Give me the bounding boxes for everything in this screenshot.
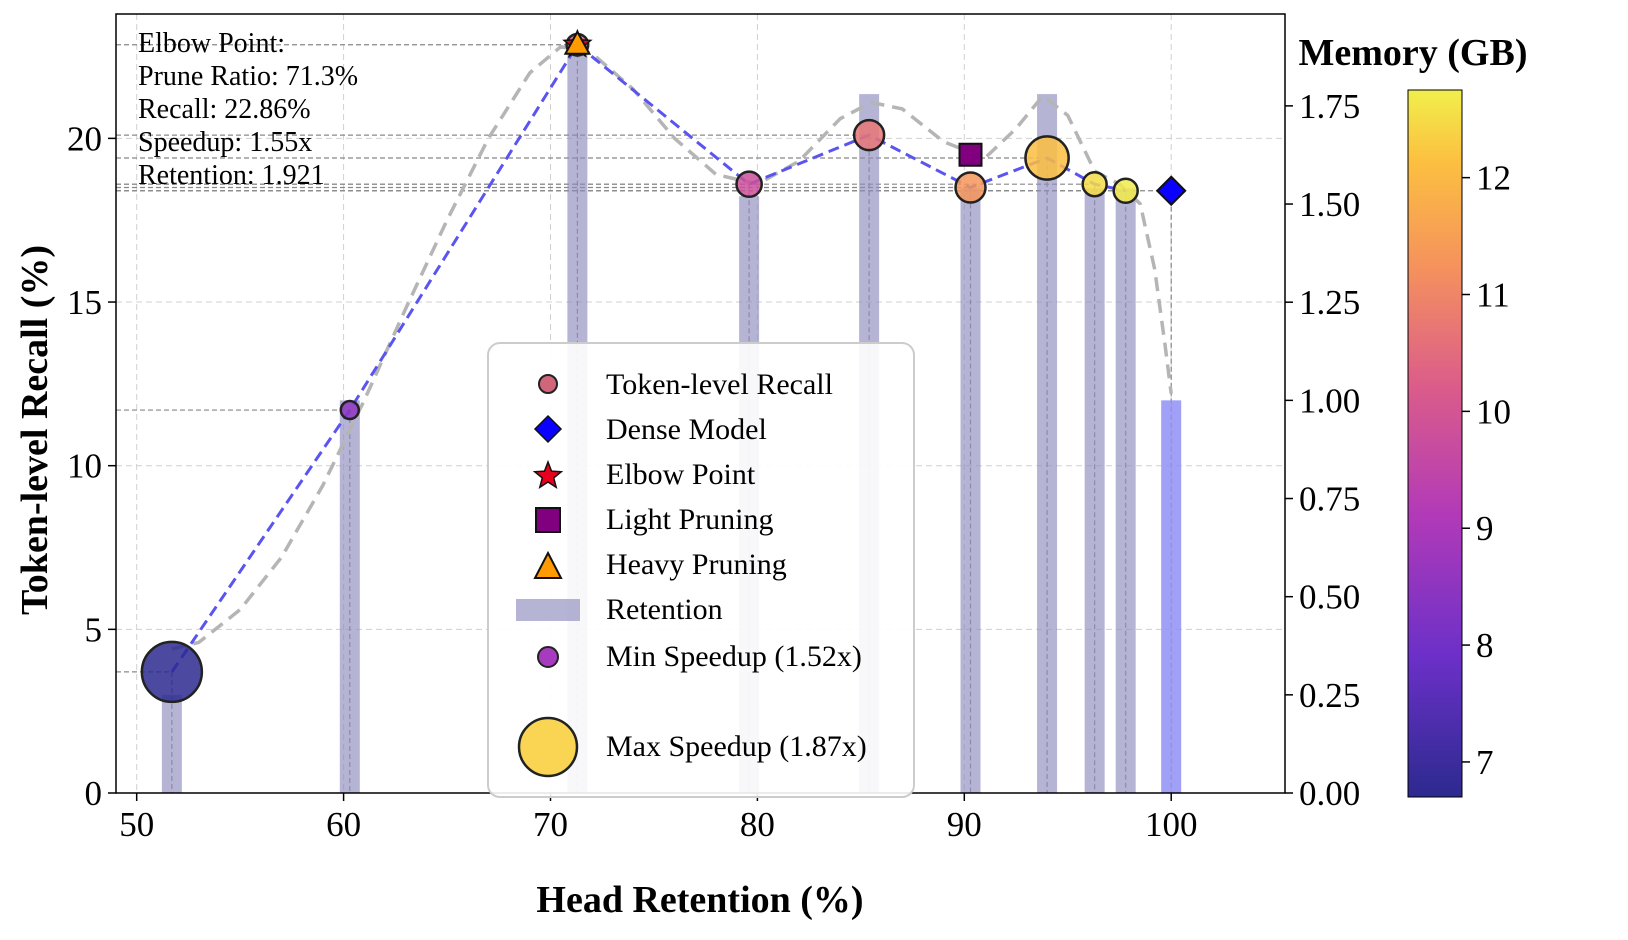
x-tick-label: 70	[533, 805, 568, 844]
colorbar-tick-label: 11	[1476, 276, 1510, 315]
y-ticks: 0 5 10 15 20	[67, 119, 116, 813]
legend-retention-symbol	[516, 599, 580, 621]
recall-point	[1081, 170, 1108, 198]
recall-point	[339, 399, 361, 421]
retention-bar	[1037, 94, 1058, 793]
colorbar-ticks: 7 8 9 10 11 12	[1462, 159, 1511, 782]
legend-label: Max Speedup (1.87x)	[606, 730, 867, 763]
legend-label: Heavy Pruning	[606, 548, 787, 581]
annotation-line: Recall: 22.86%	[138, 94, 311, 125]
x-tick-label: 90	[947, 805, 982, 844]
colorbar-gradient	[1407, 89, 1463, 798]
legend-heavy-symbol	[533, 550, 563, 579]
legend-light-symbol	[535, 507, 561, 533]
retention-bar	[960, 188, 981, 794]
legend-label: Elbow Point	[606, 458, 756, 491]
y-tick-label: 5	[85, 610, 103, 649]
legend-label: Light Pruning	[606, 503, 774, 536]
colorbar-tick-label: 10	[1476, 392, 1511, 431]
x-tick-label: 80	[740, 805, 775, 844]
y2-tick-label: 1.75	[1299, 87, 1360, 126]
colorbar-tick-label: 9	[1476, 509, 1494, 548]
colorbar-tick-label: 12	[1476, 159, 1511, 198]
recall-point	[1112, 177, 1139, 204]
legend-label: Retention	[606, 593, 723, 626]
retention-bar	[339, 400, 360, 793]
y2-tick-label: 1.00	[1299, 381, 1360, 420]
legend: Token-level Recall Dense Model Elbow Poi…	[487, 342, 915, 798]
elbow-annotation: Elbow Point: Prune Ratio: 71.3% Recall: …	[138, 28, 358, 191]
legend-symbols	[516, 374, 580, 778]
y2-tick-label: 0.25	[1299, 676, 1360, 715]
y2-tick-label: 1.50	[1299, 185, 1360, 224]
legend-box	[487, 342, 915, 798]
y2-tick-label: 0.00	[1299, 774, 1360, 813]
annotation-line: Speedup: 1.55x	[138, 127, 312, 158]
y2-tick-label: 1.25	[1299, 283, 1360, 322]
legend-label: Token-level Recall	[606, 368, 833, 401]
legend-max-speedup-symbol	[517, 716, 579, 778]
y2-ticks: 0.00 0.25 0.50 0.75 1.00 1.25 1.50 1.75	[1285, 87, 1360, 813]
legend-label: Min Speedup (1.52x)	[606, 640, 862, 673]
retention-bar	[1115, 188, 1136, 794]
retention-bar	[1084, 188, 1105, 794]
colorbar-tick-label: 7	[1476, 743, 1494, 782]
dense-retention-bar	[1161, 400, 1182, 793]
x-axis-title: Head Retention (%)	[536, 879, 863, 921]
y2-tick-label: 0.75	[1299, 480, 1360, 519]
dense-model-marker	[1155, 175, 1187, 207]
recall-point	[735, 170, 763, 199]
x-ticks: 50 60 70 80 90 100	[119, 793, 1197, 844]
recall-point	[852, 118, 886, 152]
legend-elbow-symbol	[532, 459, 564, 489]
y-tick-label: 15	[67, 283, 102, 322]
y-tick-label: 0	[85, 774, 103, 813]
retention-bar	[161, 694, 182, 793]
legend-recall-symbol	[538, 374, 558, 394]
y-tick-label: 20	[67, 119, 102, 158]
legend-label: Dense Model	[606, 413, 767, 446]
heavy-pruning-marker	[563, 29, 592, 55]
x-tick-label: 100	[1145, 805, 1198, 844]
annotation-line: Retention: 1.921	[138, 160, 325, 191]
recall-point	[954, 171, 987, 204]
y-tick-label: 10	[67, 447, 102, 486]
x-tick-label: 60	[326, 805, 361, 844]
light-pruning-marker	[958, 142, 983, 167]
memory-colorbar: 7 8 9 10 11 12 Memory (GB)	[1299, 32, 1528, 798]
recall-point	[140, 640, 204, 704]
x-tick-label: 50	[119, 805, 154, 844]
annotation-line: Prune Ratio: 71.3%	[138, 61, 358, 92]
colorbar-title: Memory (GB)	[1299, 32, 1528, 74]
y2-tick-label: 0.50	[1299, 578, 1360, 617]
annotation-line: Elbow Point:	[138, 28, 285, 59]
legend-dense-symbol	[533, 414, 563, 444]
colorbar-tick-label: 8	[1476, 626, 1494, 665]
recall-points	[140, 28, 1187, 704]
recall-point	[1024, 135, 1070, 181]
legend-min-speedup-symbol	[537, 646, 559, 668]
y-axis-title: Token-level Recall (%)	[14, 245, 56, 615]
